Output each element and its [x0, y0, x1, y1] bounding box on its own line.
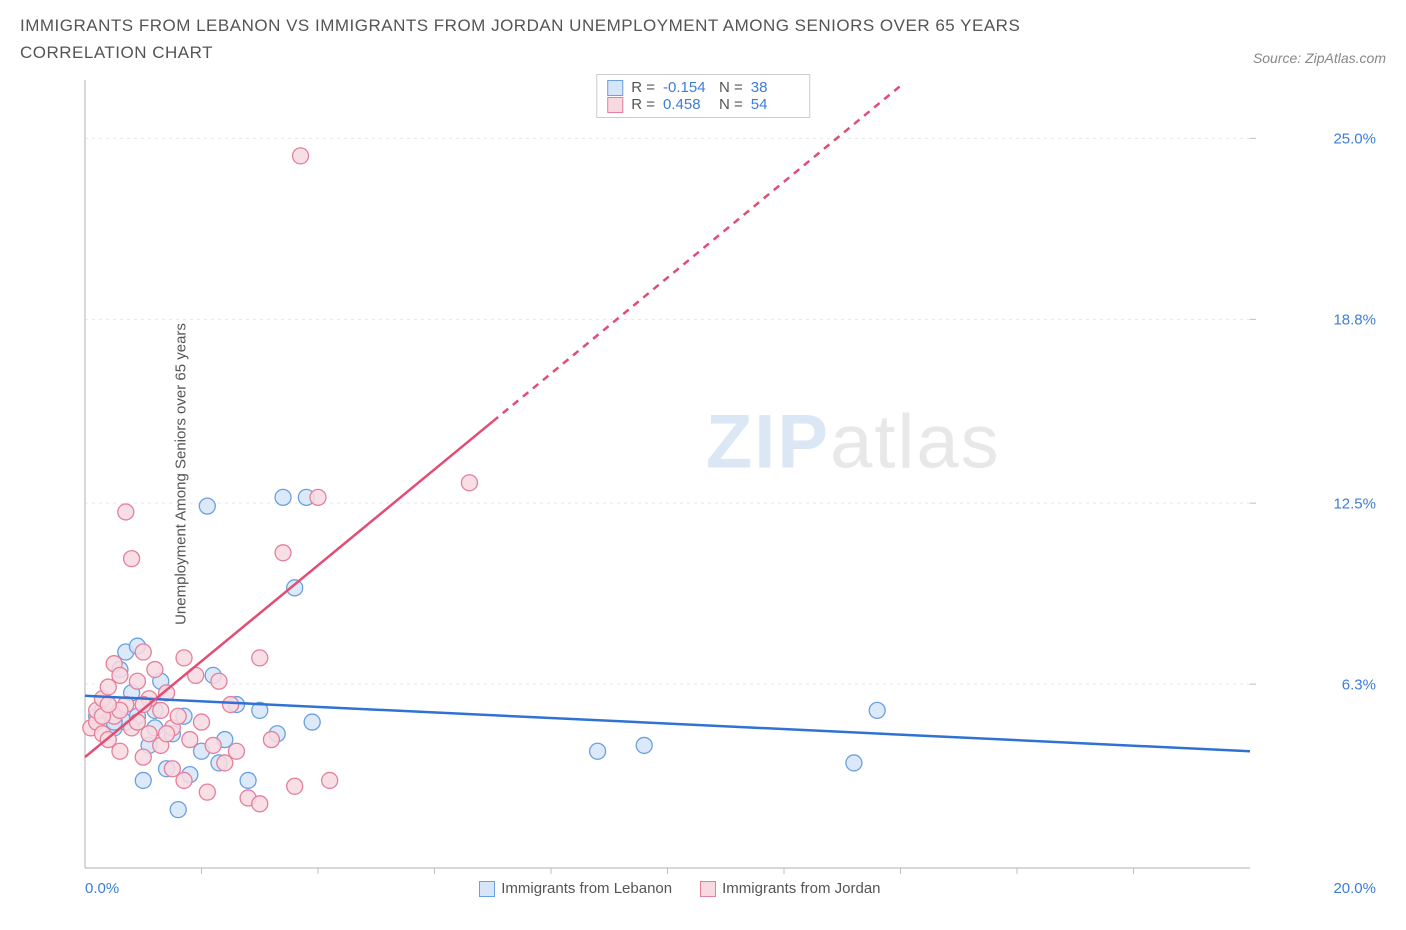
r-label: R =	[631, 96, 655, 113]
jordan-n-value: 54	[751, 96, 799, 113]
correlation-legend: R = -0.154 N = 38 R = 0.458 N = 54	[596, 74, 810, 118]
title-row: IMMIGRANTS FROM LEBANON VS IMMIGRANTS FR…	[20, 12, 1386, 66]
y-tick-label: 25.0%	[1333, 130, 1376, 147]
y-axis-label: Unemployment Among Seniors over 65 years	[172, 323, 189, 625]
lebanon-swatch-icon	[479, 881, 495, 897]
r-label: R =	[631, 79, 655, 96]
legend-label-jordan: Immigrants from Jordan	[722, 880, 880, 897]
lebanon-swatch-icon	[607, 80, 623, 96]
jordan-r-value: 0.458	[663, 96, 711, 113]
correlation-legend-row-lebanon: R = -0.154 N = 38	[607, 79, 799, 96]
jordan-swatch-icon	[700, 881, 716, 897]
legend-item-jordan: Immigrants from Jordan	[700, 880, 880, 897]
lebanon-r-value: -0.154	[663, 79, 711, 96]
correlation-legend-row-jordan: R = 0.458 N = 54	[607, 96, 799, 113]
y-tick-label: 12.5%	[1333, 495, 1376, 512]
legend-item-lebanon: Immigrants from Lebanon	[479, 880, 672, 897]
n-label: N =	[719, 96, 743, 113]
x-axis-max-label: 20.0%	[1333, 880, 1376, 897]
x-axis-min-label: 0.0%	[85, 880, 119, 897]
y-tick-label: 6.3%	[1342, 676, 1376, 693]
lebanon-n-value: 38	[751, 79, 799, 96]
source-label: Source: ZipAtlas.com	[1253, 50, 1386, 66]
scatter-plot-svg	[20, 74, 1320, 874]
y-tick-label: 18.8%	[1333, 311, 1376, 328]
chart-container: Unemployment Among Seniors over 65 years…	[20, 74, 1386, 874]
chart-title: IMMIGRANTS FROM LEBANON VS IMMIGRANTS FR…	[20, 12, 1120, 66]
jordan-swatch-icon	[607, 97, 623, 113]
n-label: N =	[719, 79, 743, 96]
legend-label-lebanon: Immigrants from Lebanon	[501, 880, 672, 897]
x-axis-row: 0.0% Immigrants from Lebanon Immigrants …	[20, 880, 1386, 897]
bottom-legend: Immigrants from Lebanon Immigrants from …	[479, 880, 880, 897]
